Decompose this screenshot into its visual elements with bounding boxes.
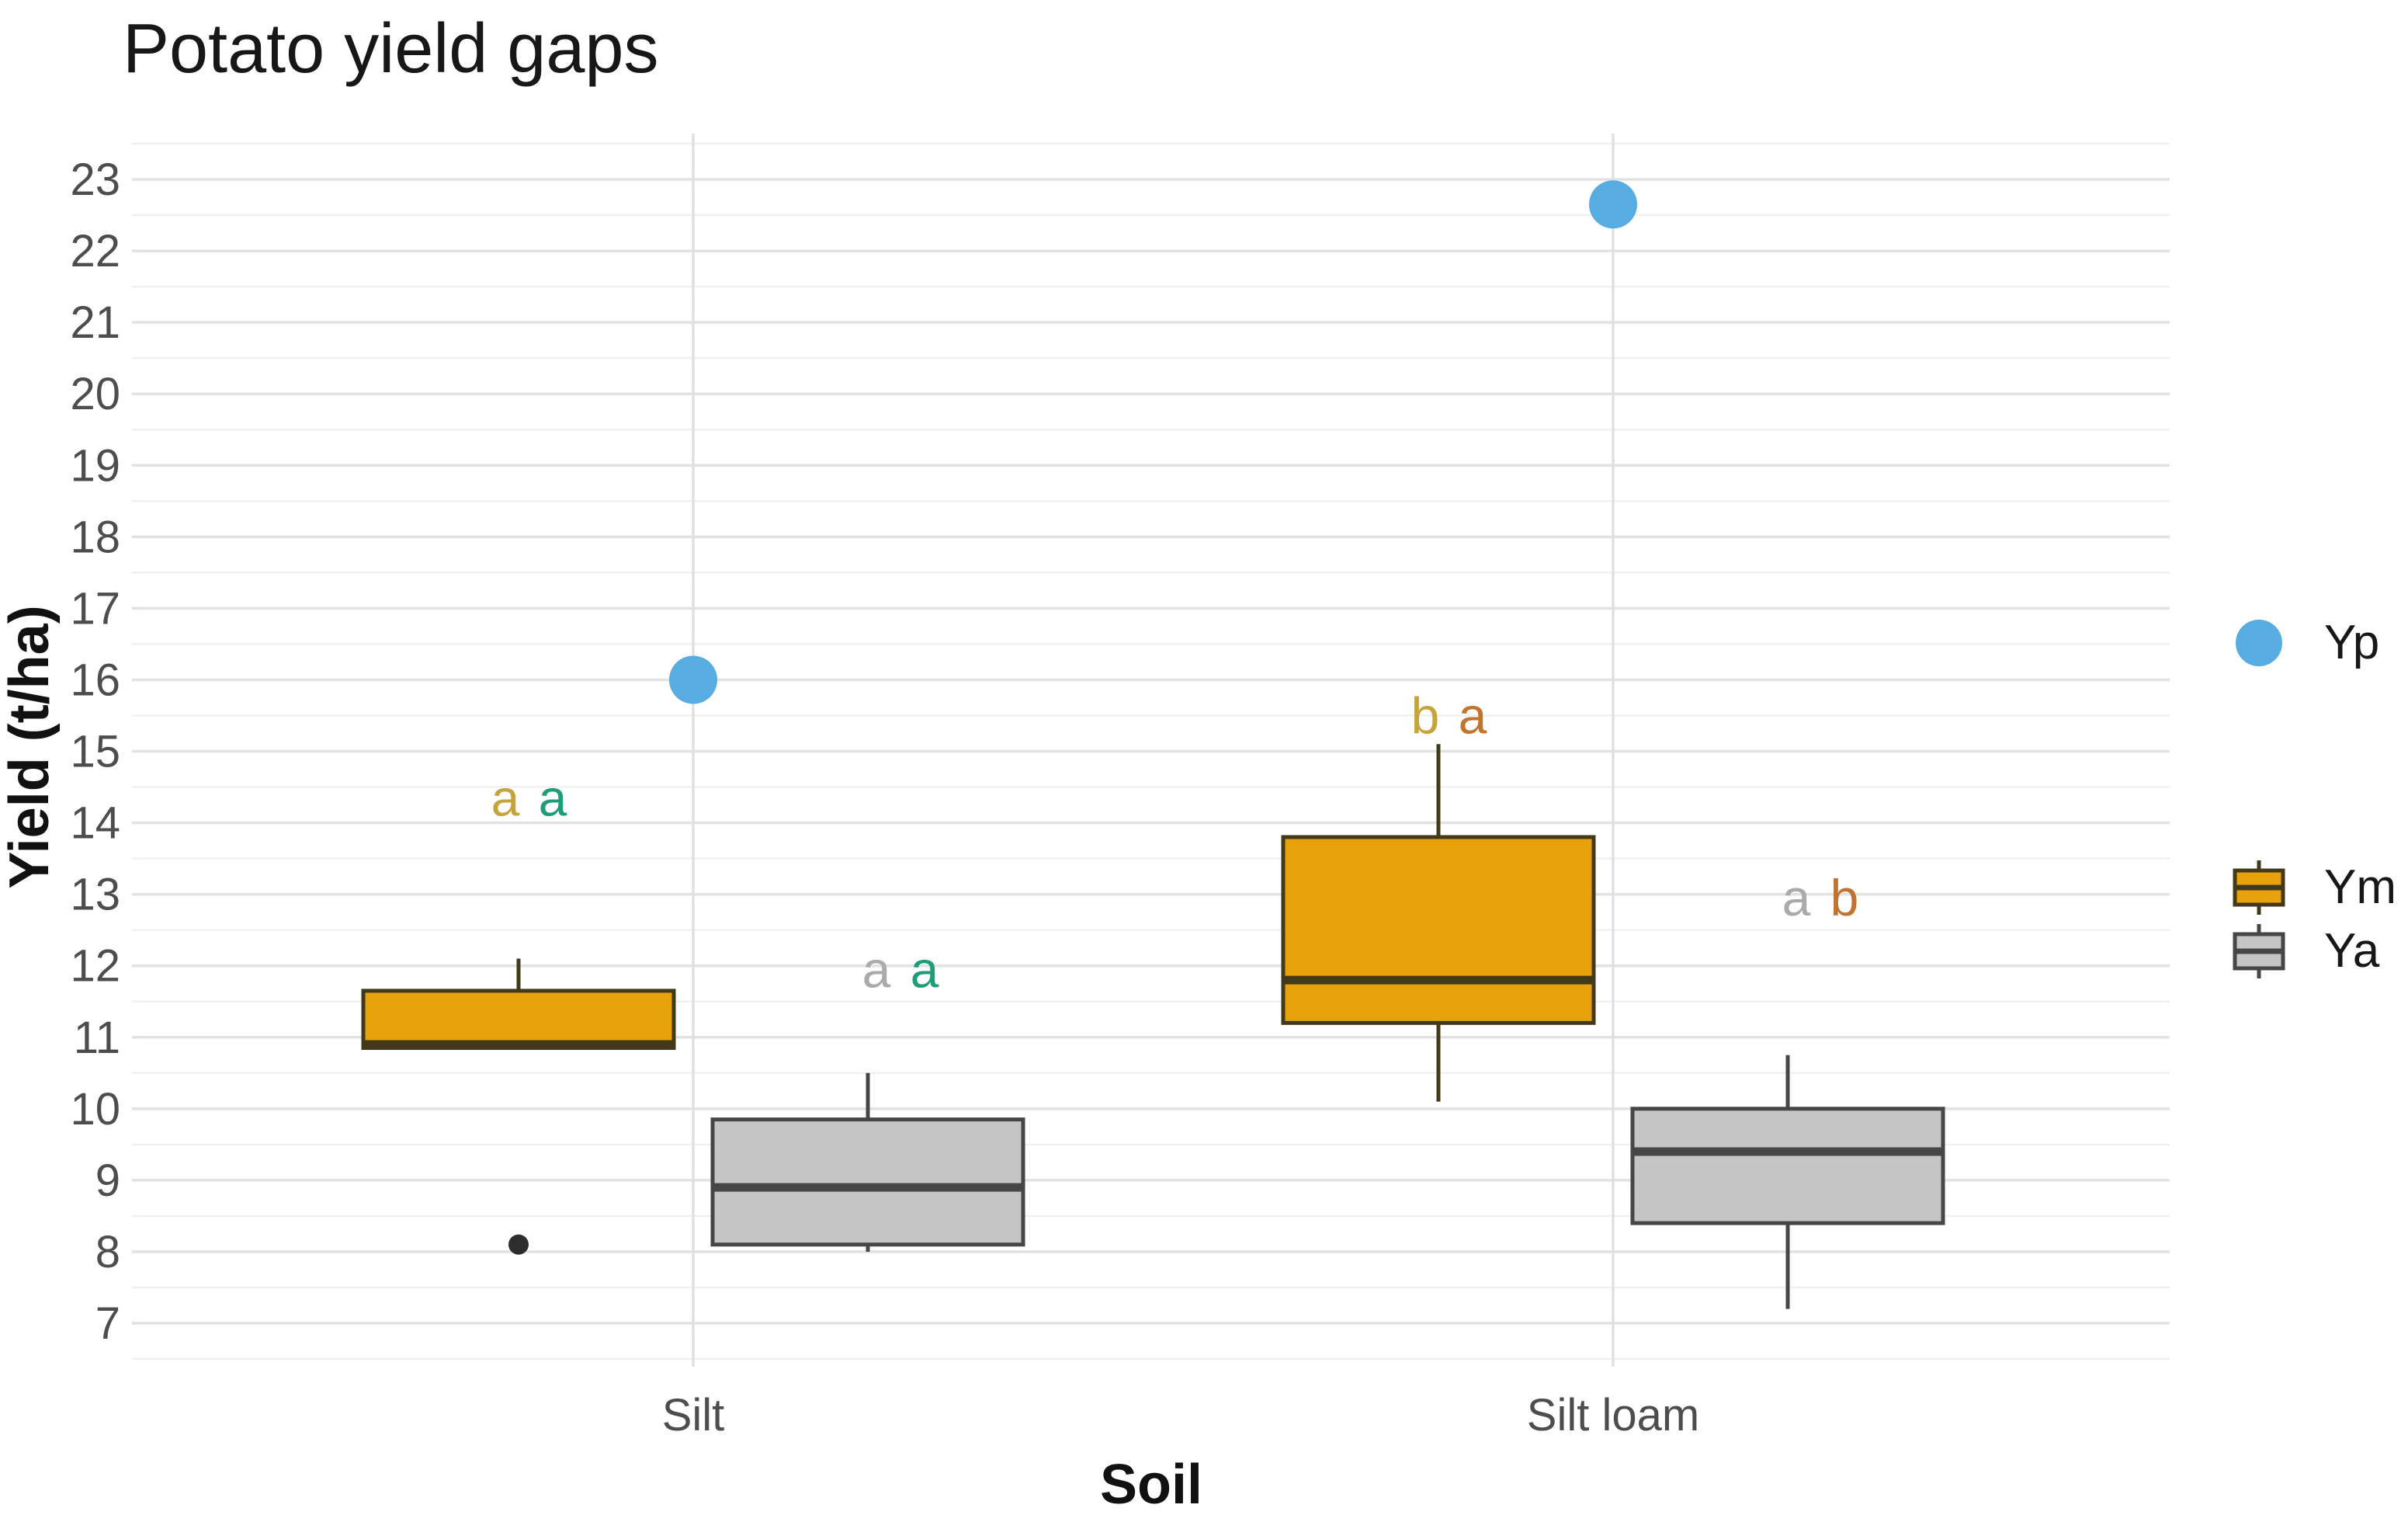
y-tick-label: 12 [70, 941, 120, 992]
yp-point [669, 655, 717, 704]
ya-boxplot-icon [2233, 924, 2285, 978]
annotation-letter: a [862, 940, 891, 998]
box-ym [1281, 835, 1596, 1025]
box-ya [1630, 1107, 1945, 1225]
y-tick-label: 19 [70, 440, 120, 491]
y-tick-label: 11 [74, 1013, 120, 1063]
legend-label-yp: Yp [2324, 616, 2380, 669]
y-tick-label: 8 [95, 1227, 120, 1277]
box-ym [361, 989, 676, 1051]
x-axis-title: Soil [1099, 1454, 1202, 1515]
legend-dot [2236, 620, 2282, 666]
annotation-letter: a [911, 940, 939, 998]
y-tick-label: 21 [70, 297, 120, 348]
chart-title: Potato yield gaps [123, 10, 659, 88]
y-tick-label: 17 [70, 583, 120, 634]
y-tick-label: 18 [70, 512, 120, 562]
legend-item-ym: Ym [2233, 860, 2396, 915]
legend-item-yp: Yp [2233, 617, 2379, 669]
legend-label-ym: Ym [2324, 860, 2396, 914]
y-tick-label: 16 [70, 655, 120, 705]
yp-point [1589, 180, 1637, 229]
yp-point-icon [2236, 620, 2282, 666]
outlier-point [508, 1234, 529, 1255]
annotation-letter: a [539, 769, 567, 826]
y-tick-label: 23 [70, 155, 120, 205]
legend-label-ya: Ya [2324, 924, 2380, 978]
annotation-letter: a [491, 769, 520, 826]
annotation-letter: b [1411, 686, 1440, 744]
y-tick-label: 22 [70, 226, 120, 276]
box-ya [710, 1117, 1025, 1247]
y-tick-label: 14 [70, 798, 120, 849]
y-tick-label: 9 [95, 1155, 120, 1206]
annotation-letter: a [1782, 869, 1811, 926]
y-tick-label: 10 [70, 1084, 120, 1135]
y-tick-label: 20 [70, 369, 120, 419]
y-tick-label: 13 [70, 870, 120, 920]
annotation-letter: b [1830, 869, 1859, 926]
y-axis-title: Yield (t/ha) [0, 605, 61, 889]
ym-boxplot-icon [2233, 860, 2285, 915]
y-tick-label: 15 [70, 727, 120, 777]
x-tick-label: Silt loam [1527, 1390, 1699, 1440]
legend-item-ya: Ya [2233, 924, 2379, 978]
x-tick-label: Silt [662, 1390, 725, 1440]
y-tick-label: 7 [95, 1298, 120, 1349]
annotation-letter: a [1459, 686, 1487, 744]
